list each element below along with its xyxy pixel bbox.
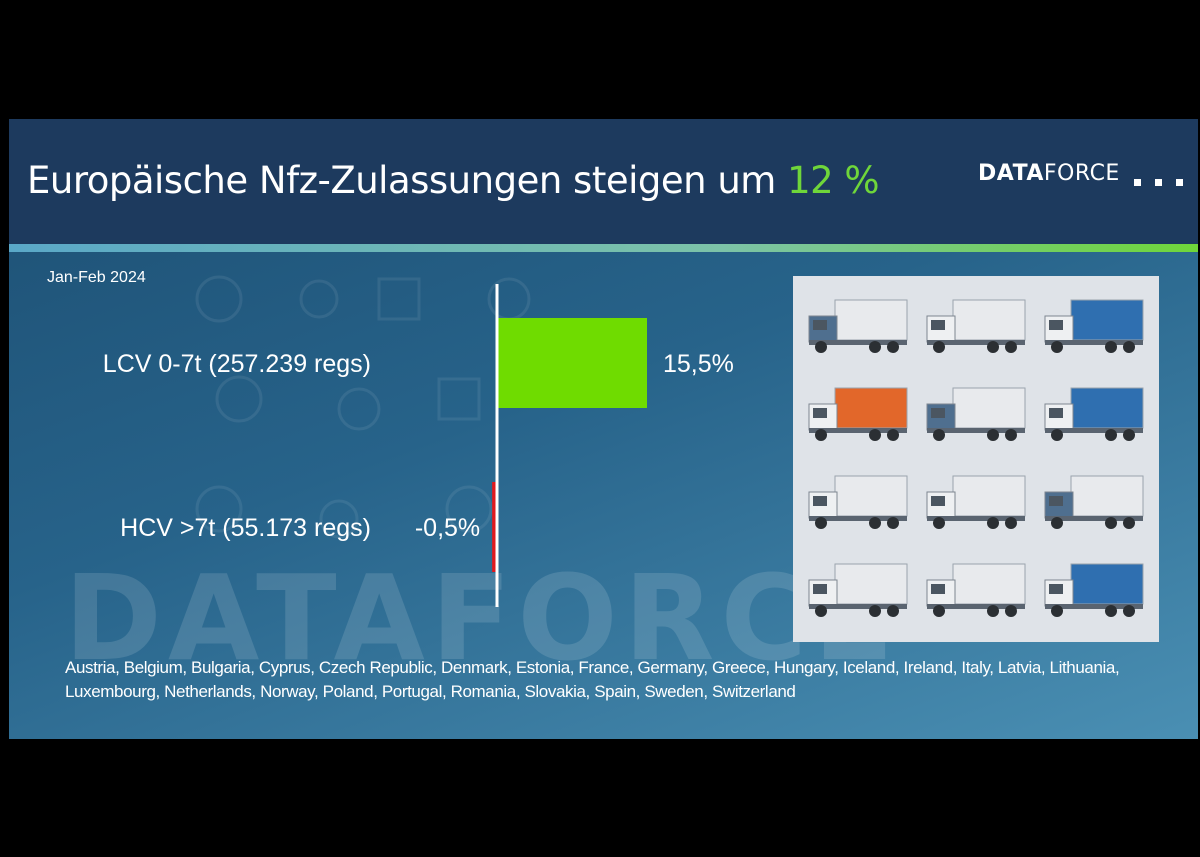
value-label-0: 15,5%	[663, 350, 734, 378]
header: Europäische Nfz-Zulassungen steigen um 1…	[9, 119, 1198, 244]
logo-dot-2	[1154, 179, 1162, 186]
slide: DATAFORCE Europäische Nfz-Zulassungen st…	[9, 119, 1198, 739]
logo-light: FORCE	[1043, 161, 1120, 186]
category-label-0: LCV 0-7t (257.239 regs)	[103, 350, 371, 378]
truck-icon	[926, 387, 1026, 441]
truck-icon	[1044, 475, 1144, 529]
category-label-1: HCV >7t (55.173 regs)	[120, 514, 371, 542]
truck-icon	[1044, 387, 1144, 441]
bar-1	[492, 482, 497, 572]
truck-icon	[808, 299, 908, 353]
truck-icon	[808, 475, 908, 529]
bar-chart: LCV 0-7t (257.239 regs) 15,5% HCV >7t (55.…	[103, 284, 734, 607]
truck-icon	[808, 387, 908, 441]
truck-icon	[926, 475, 1026, 529]
logo-watermark: DATAFORCE	[64, 549, 900, 687]
page-title: Europäische Nfz-Zulassungen steigen um 1…	[27, 159, 880, 202]
value-label-1: -0,5%	[415, 514, 480, 542]
truck-icon	[1044, 563, 1144, 617]
truck-icon	[1044, 299, 1144, 353]
truck-icon	[926, 563, 1026, 617]
logo-dot-3	[1175, 179, 1183, 186]
country-list: Austria, Belgium, Bulgaria, Cyprus, Czec…	[65, 658, 1120, 701]
logo-bold: DATA	[978, 161, 1044, 186]
truck-icon	[926, 299, 1026, 353]
trucks-grid-icon	[793, 276, 1159, 642]
dataforce-logo: DATAFORCE	[978, 161, 1183, 186]
bar-0	[497, 318, 647, 408]
logo-dot-1	[1133, 179, 1141, 186]
truck-icon	[808, 563, 908, 617]
header-divider	[9, 244, 1198, 252]
title-highlight: 12 %	[787, 159, 880, 202]
trucks-illustration	[793, 276, 1159, 642]
title-part1: Europäische	[27, 159, 259, 202]
title-part2: Nfz-Zulassungen steigen um	[258, 159, 788, 202]
period-label: Jan-Feb 2024	[47, 269, 146, 286]
